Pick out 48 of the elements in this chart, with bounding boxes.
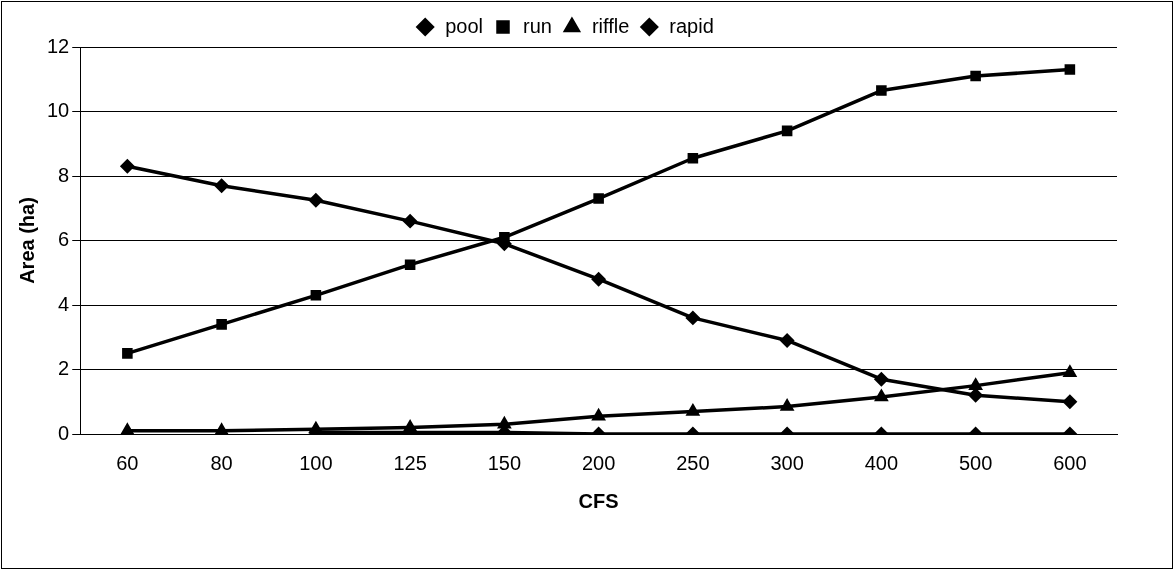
y-tick-label: 10 bbox=[47, 99, 70, 122]
x-axis-title: CFS bbox=[578, 489, 619, 512]
x-tick-label: 300 bbox=[770, 451, 804, 474]
legend-label: riffle bbox=[591, 14, 630, 37]
point bbox=[781, 125, 793, 137]
point bbox=[216, 319, 227, 330]
point bbox=[876, 85, 887, 96]
x-tick-label: 500 bbox=[958, 451, 993, 474]
x-tick-label: 150 bbox=[487, 451, 522, 474]
y-tick-label: 12 bbox=[47, 34, 70, 57]
point bbox=[1063, 395, 1077, 409]
y-tick-label: 6 bbox=[58, 228, 70, 251]
point bbox=[1064, 64, 1076, 75]
y-tick-label: 2 bbox=[58, 357, 70, 380]
point bbox=[780, 333, 794, 348]
point bbox=[687, 152, 699, 164]
point bbox=[403, 214, 417, 228]
legend-label: pool bbox=[445, 14, 484, 37]
point bbox=[874, 372, 889, 386]
point bbox=[309, 193, 323, 207]
legend-label: rapid bbox=[669, 14, 714, 37]
point bbox=[214, 178, 229, 193]
x-tick-label: 80 bbox=[210, 451, 233, 474]
legend-label: run bbox=[523, 14, 552, 37]
x-tick-label: 400 bbox=[864, 451, 899, 474]
point bbox=[120, 159, 135, 174]
point bbox=[591, 272, 606, 286]
point bbox=[404, 259, 416, 270]
point bbox=[593, 193, 604, 204]
y-axis-title: Area (ha) bbox=[15, 197, 38, 284]
point bbox=[969, 378, 982, 390]
point bbox=[686, 311, 700, 325]
point bbox=[404, 420, 417, 432]
x-tick-label: 100 bbox=[299, 451, 333, 474]
point bbox=[968, 388, 983, 403]
point bbox=[970, 70, 981, 82]
y-tick-label: 0 bbox=[58, 421, 70, 444]
point bbox=[497, 415, 512, 429]
point bbox=[591, 407, 606, 421]
x-tick-label: 600 bbox=[1053, 451, 1087, 474]
y-tick-label: 8 bbox=[58, 163, 70, 186]
x-tick-label: 250 bbox=[676, 451, 710, 474]
y-tick-label: 4 bbox=[58, 292, 70, 315]
x-tick-label: 200 bbox=[581, 451, 616, 474]
x-tick-label: 60 bbox=[116, 451, 139, 474]
point bbox=[310, 290, 322, 301]
x-tick-label: 125 bbox=[393, 451, 427, 474]
point bbox=[122, 348, 133, 359]
